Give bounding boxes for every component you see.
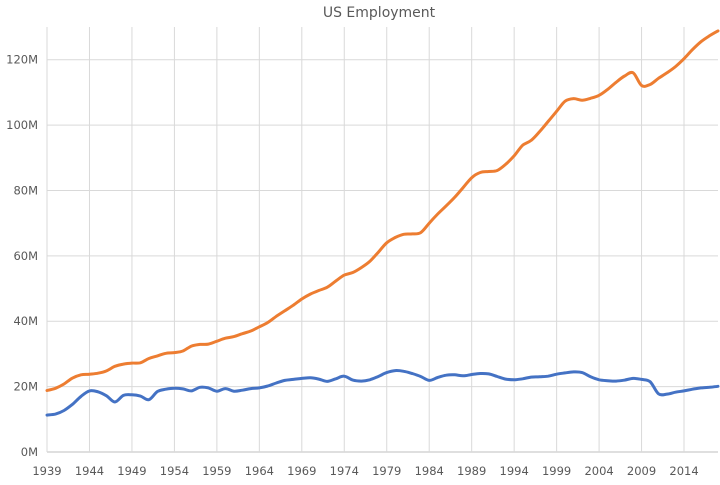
x-tick-label: 1949 xyxy=(117,464,146,478)
x-tick-label: 2004 xyxy=(584,464,613,478)
series-line-2 xyxy=(45,369,720,417)
y-tick-label: 60M xyxy=(13,249,38,263)
x-axis-tick-labels: 1939 1944 1949 1954 1959 1964 1969 1974 1979 1984… xyxy=(32,464,698,478)
x-tick-label: 2014 xyxy=(669,464,698,478)
x-tick-label: 2009 xyxy=(627,464,656,478)
y-tick-label: 120M xyxy=(6,53,38,67)
y-tick-label: 0M xyxy=(21,445,38,459)
x-tick-label: 1964 xyxy=(245,464,274,478)
y-tick-label: 80M xyxy=(13,183,38,197)
y-tick-label: 20M xyxy=(13,380,38,394)
x-tick-label: 1979 xyxy=(372,464,401,478)
x-tick-label: 1984 xyxy=(415,464,444,478)
series-lines xyxy=(45,29,720,417)
series-line-1 xyxy=(45,29,720,392)
chart-title: US Employment xyxy=(323,5,436,21)
x-tick-label: 1954 xyxy=(160,464,189,478)
y-axis-tick-labels: 0M 20M 40M 60M 80M 100M 120M xyxy=(6,53,38,459)
x-tick-label: 1959 xyxy=(202,464,231,478)
y-tick-label: 40M xyxy=(13,314,38,328)
x-tick-label: 1999 xyxy=(542,464,571,478)
y-tick-label: 100M xyxy=(6,118,38,132)
x-tick-label: 1974 xyxy=(330,464,359,478)
x-tick-label: 1994 xyxy=(500,464,529,478)
x-tick-label: 1939 xyxy=(32,464,61,478)
x-tick-label: 1969 xyxy=(287,464,316,478)
gridlines xyxy=(46,27,718,453)
x-tick-label: 1989 xyxy=(457,464,486,478)
x-tick-label: 1944 xyxy=(75,464,104,478)
